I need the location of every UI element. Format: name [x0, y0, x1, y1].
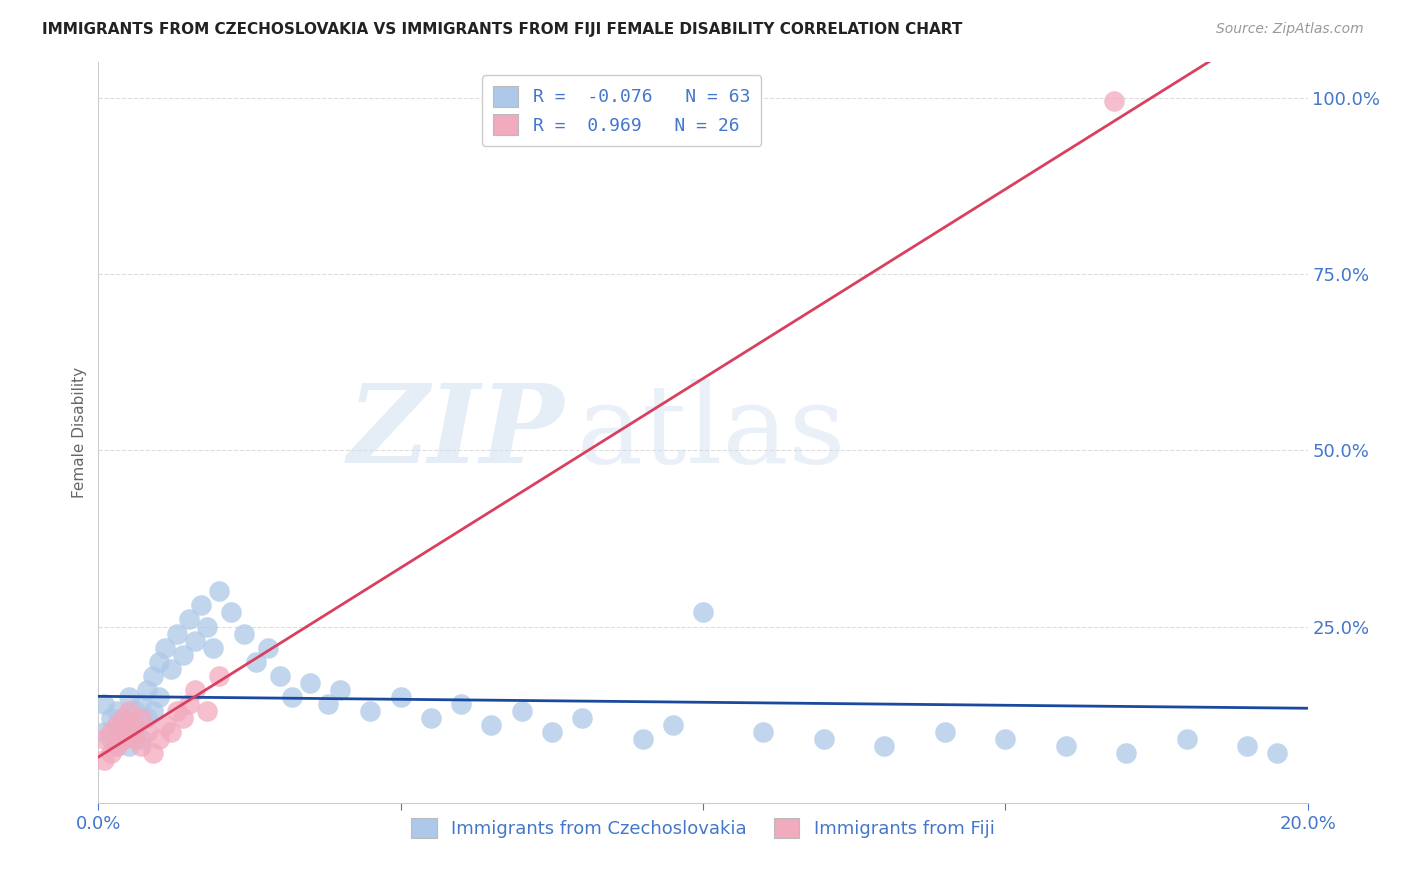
Point [481, 718, 503, 732]
Point [540, 725, 562, 739]
Point [93, 732, 115, 747]
Point [166, 626, 188, 640]
Point [221, 606, 243, 620]
Point [510, 704, 533, 718]
Text: IMMIGRANTS FROM CZECHOSLOVAKIA VS IMMIGRANTS FROM FIJI FEMALE DISABILITY CORRELA: IMMIGRANTS FROM CZECHOSLOVAKIA VS IMMIGR… [42, 22, 963, 37]
Point [153, 640, 176, 655]
Point [195, 619, 218, 633]
Point [934, 725, 956, 739]
Point [105, 718, 128, 732]
Point [118, 718, 141, 732]
Point [93, 754, 115, 768]
Point [142, 704, 165, 718]
Point [105, 704, 128, 718]
Point [111, 725, 134, 739]
Point [389, 690, 412, 704]
Point [160, 725, 183, 739]
Point [166, 704, 188, 718]
Point [111, 711, 134, 725]
Point [195, 704, 218, 718]
Point [105, 739, 128, 754]
Point [269, 669, 291, 683]
Point [184, 633, 207, 648]
Point [172, 711, 194, 725]
Point [142, 747, 165, 761]
Point [208, 584, 231, 599]
Point [813, 732, 835, 747]
Point [1115, 747, 1137, 761]
Point [299, 676, 322, 690]
Point [752, 725, 775, 739]
Point [1102, 94, 1125, 108]
Point [124, 704, 146, 718]
Point [100, 732, 122, 747]
Point [360, 704, 382, 718]
Point [281, 690, 304, 704]
Point [148, 732, 170, 747]
Point [111, 711, 134, 725]
Point [93, 725, 115, 739]
Point [179, 697, 201, 711]
Point [118, 704, 141, 718]
Point [124, 725, 146, 739]
Point [105, 739, 128, 754]
Point [124, 732, 146, 747]
Point [208, 669, 231, 683]
Point [135, 725, 157, 739]
Point [190, 599, 212, 613]
Point [873, 739, 896, 754]
Point [124, 718, 146, 732]
Point [1175, 732, 1198, 747]
Point [148, 690, 170, 704]
Point [111, 732, 134, 747]
Point [129, 697, 152, 711]
Point [1236, 739, 1258, 754]
Point [172, 648, 194, 662]
Point [316, 697, 339, 711]
Point [135, 711, 157, 725]
Point [118, 690, 141, 704]
Point [179, 612, 201, 626]
Point [329, 683, 352, 698]
Point [142, 669, 165, 683]
Text: atlas: atlas [576, 379, 845, 486]
Text: Source: ZipAtlas.com: Source: ZipAtlas.com [1216, 22, 1364, 37]
Point [111, 732, 134, 747]
Point [692, 606, 714, 620]
Point [661, 718, 683, 732]
Point [129, 711, 152, 725]
Point [118, 725, 141, 739]
Point [93, 697, 115, 711]
Point [232, 626, 254, 640]
Point [153, 718, 176, 732]
Point [1267, 747, 1289, 761]
Point [1054, 739, 1077, 754]
Point [571, 711, 593, 725]
Point [100, 747, 122, 761]
Point [420, 711, 443, 725]
Legend: Immigrants from Czechoslovakia, Immigrants from Fiji: Immigrants from Czechoslovakia, Immigran… [405, 810, 1001, 846]
Text: ZIP: ZIP [347, 379, 564, 486]
Point [129, 739, 152, 754]
Point [148, 655, 170, 669]
Point [105, 718, 128, 732]
Point [994, 732, 1017, 747]
Point [450, 697, 472, 711]
Y-axis label: Female Disability: Female Disability [72, 367, 87, 499]
Point [100, 725, 122, 739]
Point [631, 732, 654, 747]
Point [160, 662, 183, 676]
Point [100, 711, 122, 725]
Point [202, 640, 225, 655]
Point [118, 739, 141, 754]
Point [135, 683, 157, 698]
Point [129, 732, 152, 747]
Point [245, 655, 267, 669]
Point [256, 640, 278, 655]
Point [184, 683, 207, 698]
